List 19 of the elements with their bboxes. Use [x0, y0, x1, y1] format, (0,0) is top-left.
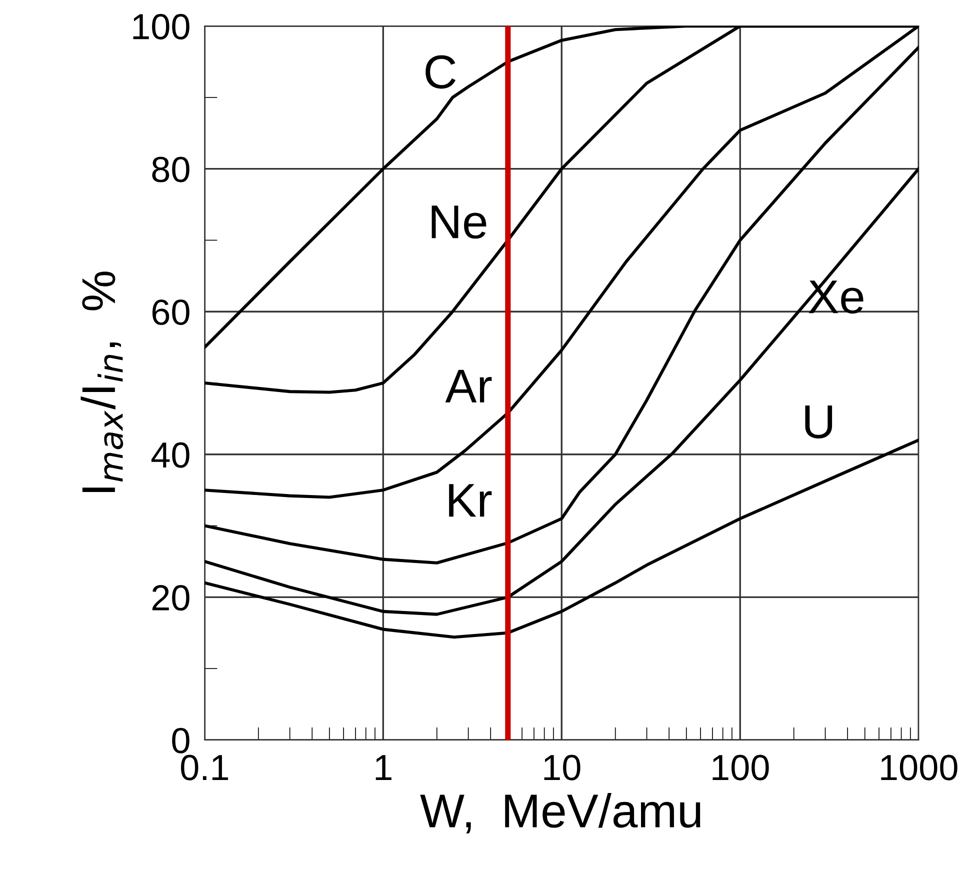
x-tick-label: 10 [544, 754, 580, 780]
y-tick-label: 40 [151, 442, 190, 468]
series-label: U [805, 406, 832, 439]
y-tick-label: 0 [172, 728, 190, 754]
x-tick-label: 0.1 [180, 754, 228, 780]
y-tick-label: 20 [152, 585, 190, 611]
series-label: Kr [449, 484, 492, 517]
series-label: Ar [445, 370, 492, 402]
y-tick-label: 60 [152, 299, 190, 326]
y-axis-title: I$_{max}$/I$_{in}$, % [80, 272, 124, 492]
y-tick-label: 80 [152, 156, 190, 182]
x-tick-label: 1000 [881, 754, 958, 780]
y-tick-label: 100 [133, 14, 190, 40]
x-tick-label: 1 [376, 755, 392, 780]
x-axis-title: W, MeV/amu [420, 793, 700, 834]
x-tick-label: 100 [712, 754, 769, 780]
series-label: Ne [432, 206, 486, 239]
series-label: Xe [808, 280, 864, 314]
series-label: C [426, 55, 456, 89]
